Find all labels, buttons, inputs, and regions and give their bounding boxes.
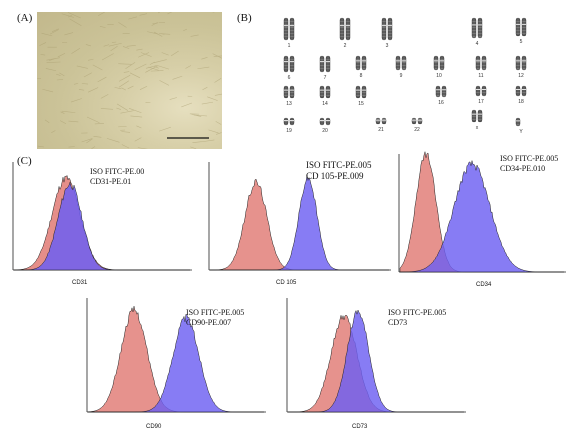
chromosome-label: 10 bbox=[436, 73, 442, 79]
histogram-cd90-plot bbox=[86, 298, 266, 413]
chromosome-pair-18 bbox=[515, 85, 527, 97]
legend-iso: ISO FITC-PE.005 bbox=[186, 308, 245, 317]
histogram-cd73: ISO FITC-PE.005 CD73 CD73 bbox=[286, 294, 468, 434]
marker-histogram bbox=[210, 175, 389, 271]
chromosome-label: Y bbox=[519, 129, 523, 135]
chromosome-pair-1 bbox=[283, 17, 295, 41]
chromosome-label: 1 bbox=[288, 43, 291, 49]
chromosome-label: 11 bbox=[478, 73, 483, 79]
histogram-cd34: ISO FITC-PE.005 CD34-PE.010 CD34 bbox=[398, 150, 568, 290]
chromosome-label: 19 bbox=[286, 128, 292, 134]
microscopy-texture bbox=[37, 12, 222, 149]
chromosome-label: 22 bbox=[414, 127, 420, 133]
isotype-histogram bbox=[13, 174, 190, 271]
xlabel-cd34: CD34 bbox=[476, 282, 492, 288]
legend-iso: ISO FITC-PE.005 bbox=[306, 160, 372, 170]
marker-histogram bbox=[400, 160, 564, 273]
chromosome-label: 6 bbox=[288, 75, 291, 81]
histogram-cd105: ISO FITC-PE.005 CD 105-PE.009 CD 105 bbox=[208, 158, 393, 288]
chromosome-pair-8 bbox=[355, 55, 367, 71]
panel-b-label: (B) bbox=[237, 12, 252, 24]
legend-iso: ISO FITC-PE.005 bbox=[388, 308, 447, 317]
chromosome-label: 7 bbox=[324, 75, 327, 81]
panel-c-label: (C) bbox=[17, 155, 32, 167]
chromosome-label: 9 bbox=[400, 73, 403, 79]
legend-marker: CD34-PE.010 bbox=[500, 164, 546, 173]
chromosome-label: 2 bbox=[344, 43, 347, 49]
chromosome-pair-21 bbox=[375, 117, 387, 125]
chromosome-label: 16 bbox=[438, 100, 444, 106]
legend-marker: CD 105-PE.009 bbox=[306, 171, 364, 181]
chromosome-pair-22 bbox=[411, 117, 423, 125]
legend-marker: CD73 bbox=[388, 318, 408, 327]
chromosome-label: 4 bbox=[476, 41, 479, 47]
chromosome-pair-6 bbox=[283, 55, 295, 73]
legend-cd31: ISO FITC-PE.00 CD31-PE.01 bbox=[90, 167, 144, 187]
chromosome-pair-4 bbox=[471, 17, 483, 39]
chromosome-pair-x bbox=[471, 109, 483, 123]
chromosome-pair-9 bbox=[395, 55, 407, 71]
chromosome-label: 17 bbox=[478, 99, 484, 105]
xlabel-cd31: CD31 bbox=[72, 280, 88, 286]
chromosome-label: 18 bbox=[518, 99, 524, 105]
chromosome-label: 20 bbox=[322, 128, 328, 134]
chromosome-pair-2 bbox=[339, 17, 351, 41]
chromosome-pair-10 bbox=[433, 55, 445, 71]
chromosome-label: 12 bbox=[518, 73, 524, 79]
chromosome-pair-20 bbox=[319, 117, 331, 126]
marker-histogram bbox=[88, 313, 264, 413]
legend-cd34: ISO FITC-PE.005 CD34-PE.010 bbox=[500, 154, 558, 174]
chromosome-pair-12 bbox=[515, 55, 527, 71]
chromosome-label: x bbox=[476, 125, 479, 131]
chromosome-pair-15 bbox=[355, 85, 367, 99]
histogram-cd73-plot bbox=[286, 298, 466, 413]
chromosome-label: 5 bbox=[520, 39, 523, 45]
microscopy-image bbox=[37, 12, 222, 149]
chromosome-label: 8 bbox=[360, 73, 363, 79]
chromosome-label: 13 bbox=[286, 101, 292, 107]
legend-cd73: ISO FITC-PE.005 CD73 bbox=[388, 308, 446, 328]
xlabel-cd73: CD73 bbox=[352, 424, 368, 430]
chromosome-label: 21 bbox=[378, 127, 384, 133]
marker-histogram bbox=[288, 309, 464, 413]
chromosome-pair-17 bbox=[475, 85, 487, 97]
chromosome-pair-7 bbox=[319, 55, 331, 73]
histogram-cd105-plot bbox=[208, 162, 391, 271]
chromosome-pair-Y bbox=[515, 117, 521, 127]
chromosome-pair-19 bbox=[283, 117, 295, 126]
histogram-cd90: ISO FITC-PE.005 CD90-PE.007 CD90 bbox=[86, 294, 268, 434]
legend-marker: CD31-PE.01 bbox=[90, 177, 132, 186]
chromosome-pair-13 bbox=[283, 85, 295, 99]
chromosome-label: 14 bbox=[322, 101, 328, 107]
xlabel-cd105: CD 105 bbox=[276, 280, 297, 286]
histogram-cd31: ISO FITC-PE.00 CD31-PE.01 CD31 bbox=[12, 158, 194, 288]
chromosome-pair-11 bbox=[475, 55, 487, 71]
chromosome-pair-3 bbox=[381, 17, 393, 41]
chromosome-label: 15 bbox=[358, 101, 364, 107]
legend-cd105: ISO FITC-PE.005 CD 105-PE.009 bbox=[306, 160, 372, 182]
chromosome-pair-14 bbox=[319, 85, 331, 99]
chromosome-pair-5 bbox=[515, 17, 527, 37]
legend-cd90: ISO FITC-PE.005 CD90-PE.007 bbox=[186, 308, 244, 328]
legend-marker: CD90-PE.007 bbox=[186, 318, 232, 327]
legend-iso: ISO FITC-PE.00 bbox=[90, 167, 145, 176]
xlabel-cd90: CD90 bbox=[146, 424, 162, 430]
histogram-cd31-plot bbox=[12, 162, 192, 271]
marker-histogram bbox=[14, 181, 190, 271]
panel-a-label: (A) bbox=[17, 12, 33, 24]
histogram-cd34-plot bbox=[398, 151, 566, 273]
chromosome-label: 3 bbox=[386, 43, 389, 49]
chromosome-pair-16 bbox=[435, 85, 447, 98]
legend-iso: ISO FITC-PE.005 bbox=[500, 154, 559, 163]
